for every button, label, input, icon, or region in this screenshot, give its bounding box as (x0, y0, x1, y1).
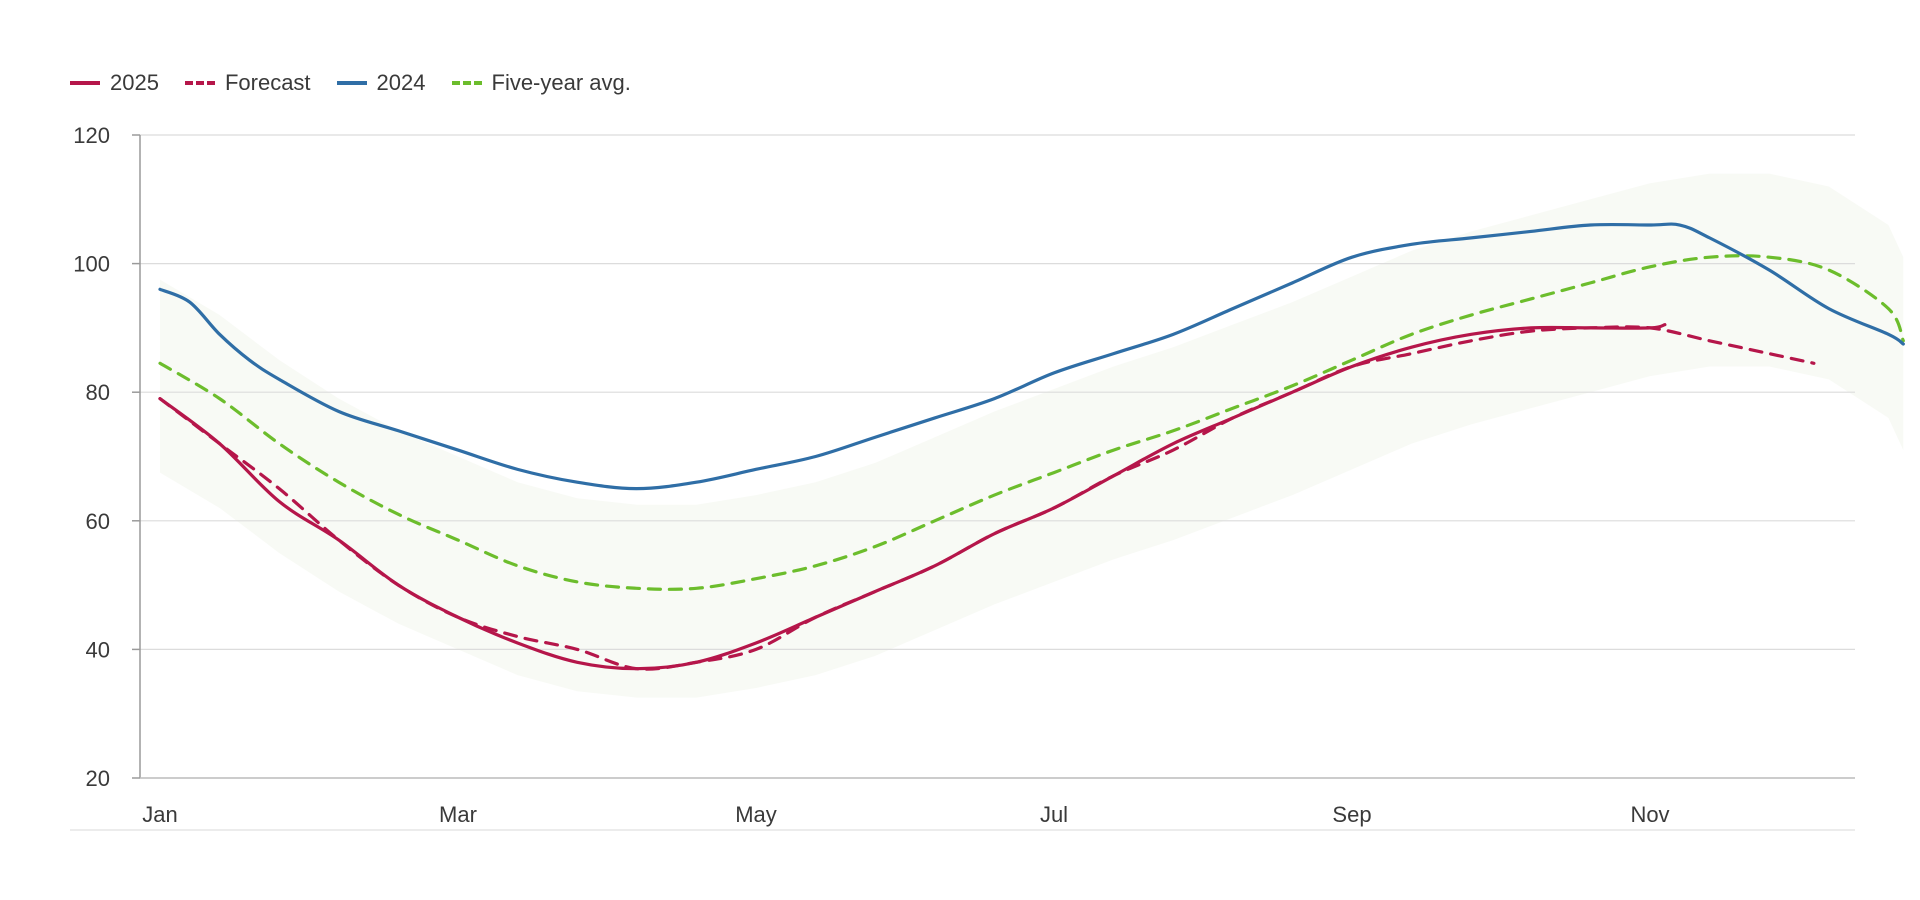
legend-item-forecast[interactable]: Forecast (184, 70, 311, 96)
series-2025-line[interactable] (158, 323, 1667, 671)
legend-item-2025[interactable]: 2025 (70, 70, 159, 96)
x-tick-label: Nov (1630, 802, 1669, 827)
x-tick-label: May (735, 802, 777, 827)
x-tick-label: Sep (1332, 802, 1371, 827)
y-tick-label: 40 (86, 637, 110, 662)
x-tick-label: Mar (439, 802, 477, 827)
range-band (160, 173, 1904, 698)
legend: 2025 Forecast 2024 Five-year avg. (70, 70, 631, 96)
y-tick-label: 80 (86, 380, 110, 405)
series-five-year-avg-line[interactable] (158, 254, 1905, 591)
y-tick-label: 60 (86, 509, 110, 534)
y-tick-label: 100 (73, 252, 110, 277)
legend-label-five-year-avg: Five-year avg. (491, 70, 631, 95)
legend-swatch-2025 (70, 81, 100, 85)
legend-label-2024: 2024 (376, 70, 426, 95)
shaded-range-band (160, 173, 1904, 698)
legend-swatch-forecast (184, 81, 215, 85)
legend-swatch-five-year-avg (451, 81, 482, 85)
legend-item-2024[interactable]: 2024 (336, 70, 426, 96)
series-lines (158, 222, 1905, 671)
legend-item-five-year-avg[interactable]: Five-year avg. (451, 70, 631, 96)
series-2024-line[interactable] (158, 222, 1905, 491)
legend-label-forecast: Forecast (224, 70, 311, 95)
x-tick-label: Jan (142, 802, 177, 827)
y-tick-label: 20 (86, 766, 110, 791)
legend-swatch-2024 (336, 81, 367, 85)
y-tick-label: 120 (73, 123, 110, 148)
x-tick-label: Jul (1040, 802, 1068, 827)
axes: 20 40 60 80 100 120 Jan Mar May Jul Sep Nov (70, 123, 1855, 831)
legend-label-2025: 2025 (110, 70, 159, 95)
